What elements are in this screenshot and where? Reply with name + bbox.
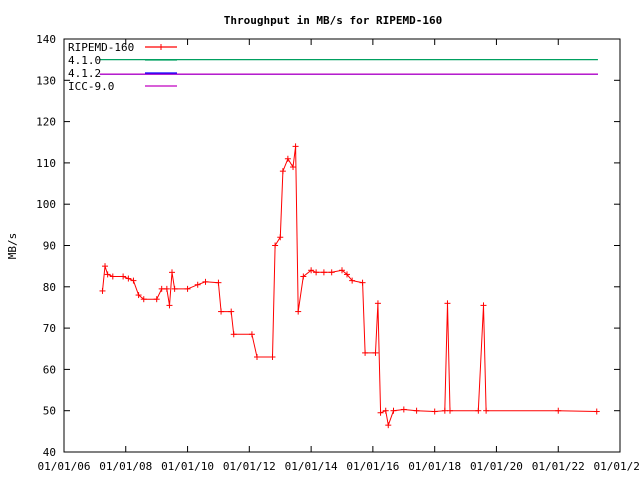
x-tick-label: 01/01/16 — [346, 460, 399, 473]
data-point — [272, 242, 279, 249]
data-point — [184, 285, 191, 292]
data-point — [120, 273, 127, 280]
x-tick-label: 01/01/06 — [38, 460, 91, 473]
y-tick-label: 40 — [43, 446, 56, 459]
y-tick-label: 100 — [36, 198, 56, 211]
data-point — [593, 408, 600, 415]
series-line-ripemd-160 — [102, 146, 597, 428]
data-point — [320, 269, 327, 276]
y-axis: 40 50 60 70 80 90 100 110 120 130 140 — [36, 33, 620, 459]
y-tick-label: 60 — [43, 363, 56, 376]
x-tick-label: 01/01/24 — [594, 460, 640, 473]
data-point — [202, 278, 209, 285]
data-point — [374, 300, 381, 307]
data-point — [135, 292, 142, 299]
data-point — [166, 302, 173, 309]
data-point — [269, 354, 276, 361]
legend-label: ICC-9.0 — [68, 80, 114, 93]
y-tick-label: 130 — [36, 74, 56, 87]
y-tick-label: 110 — [36, 157, 56, 170]
data-point — [277, 234, 284, 241]
data-point — [480, 302, 487, 309]
data-point — [308, 267, 315, 274]
data-point — [218, 308, 225, 315]
data-point — [230, 331, 237, 338]
x-tick-label: 01/01/08 — [99, 460, 152, 473]
data-point — [284, 155, 291, 162]
data-point — [215, 279, 222, 286]
y-tick-label: 140 — [36, 33, 56, 46]
data-point — [372, 349, 379, 356]
y-tick-label: 80 — [43, 281, 56, 294]
data-point — [169, 269, 176, 276]
data-point — [153, 296, 160, 303]
x-tick-label: 01/01/18 — [408, 460, 461, 473]
data-point — [292, 143, 299, 150]
series-layer — [99, 59, 600, 429]
y-tick-label: 90 — [43, 240, 56, 253]
data-point — [400, 406, 407, 413]
data-point — [441, 407, 448, 414]
data-point — [163, 285, 170, 292]
data-point — [104, 271, 111, 278]
x-axis: 01/01/06 01/01/08 01/01/10 01/01/12 01/01/14… — [38, 39, 640, 473]
data-point — [385, 422, 392, 429]
legend-label: 4.1.2 — [68, 67, 101, 80]
data-point — [447, 407, 454, 414]
y-tick-label: 70 — [43, 322, 56, 335]
data-point — [102, 263, 109, 270]
data-point — [290, 164, 297, 171]
data-point — [248, 331, 255, 338]
data-point — [390, 407, 397, 414]
data-point — [228, 308, 235, 315]
data-point — [295, 308, 302, 315]
x-tick-label: 01/01/10 — [161, 460, 214, 473]
data-point — [300, 273, 307, 280]
y-tick-label: 50 — [43, 405, 56, 418]
data-point — [194, 281, 201, 288]
data-point — [343, 271, 350, 278]
data-point — [359, 279, 366, 286]
data-point — [125, 275, 132, 282]
legend-label: RIPEMD-160 — [68, 41, 134, 54]
data-point — [413, 407, 420, 414]
legend-label: 4.1.0 — [68, 54, 101, 67]
data-point — [475, 407, 482, 414]
data-point — [130, 277, 137, 284]
y-axis-label: MB/s — [6, 233, 19, 260]
x-tick-label: 01/01/14 — [285, 460, 338, 473]
data-point — [254, 354, 261, 361]
data-point — [555, 407, 562, 414]
data-point — [431, 408, 438, 415]
data-point — [279, 168, 286, 175]
data-point — [362, 349, 369, 356]
y-tick-label: 120 — [36, 116, 56, 129]
data-point — [158, 285, 165, 292]
data-point — [444, 300, 451, 307]
x-tick-label: 01/01/20 — [470, 460, 523, 473]
data-point — [109, 273, 116, 280]
data-point — [171, 285, 178, 292]
data-point — [328, 269, 335, 276]
x-tick-label: 01/01/12 — [223, 460, 276, 473]
chart-title: Throughput in MB/s for RIPEMD-160 — [224, 14, 443, 27]
plot-frame — [63, 38, 621, 453]
data-point — [483, 407, 490, 414]
data-point — [99, 287, 106, 294]
data-point — [140, 296, 147, 303]
data-point — [339, 267, 345, 274]
data-point — [349, 277, 356, 284]
data-point — [313, 269, 320, 276]
x-tick-label: 01/01/22 — [532, 460, 585, 473]
data-point — [382, 407, 389, 414]
data-point — [377, 409, 384, 416]
